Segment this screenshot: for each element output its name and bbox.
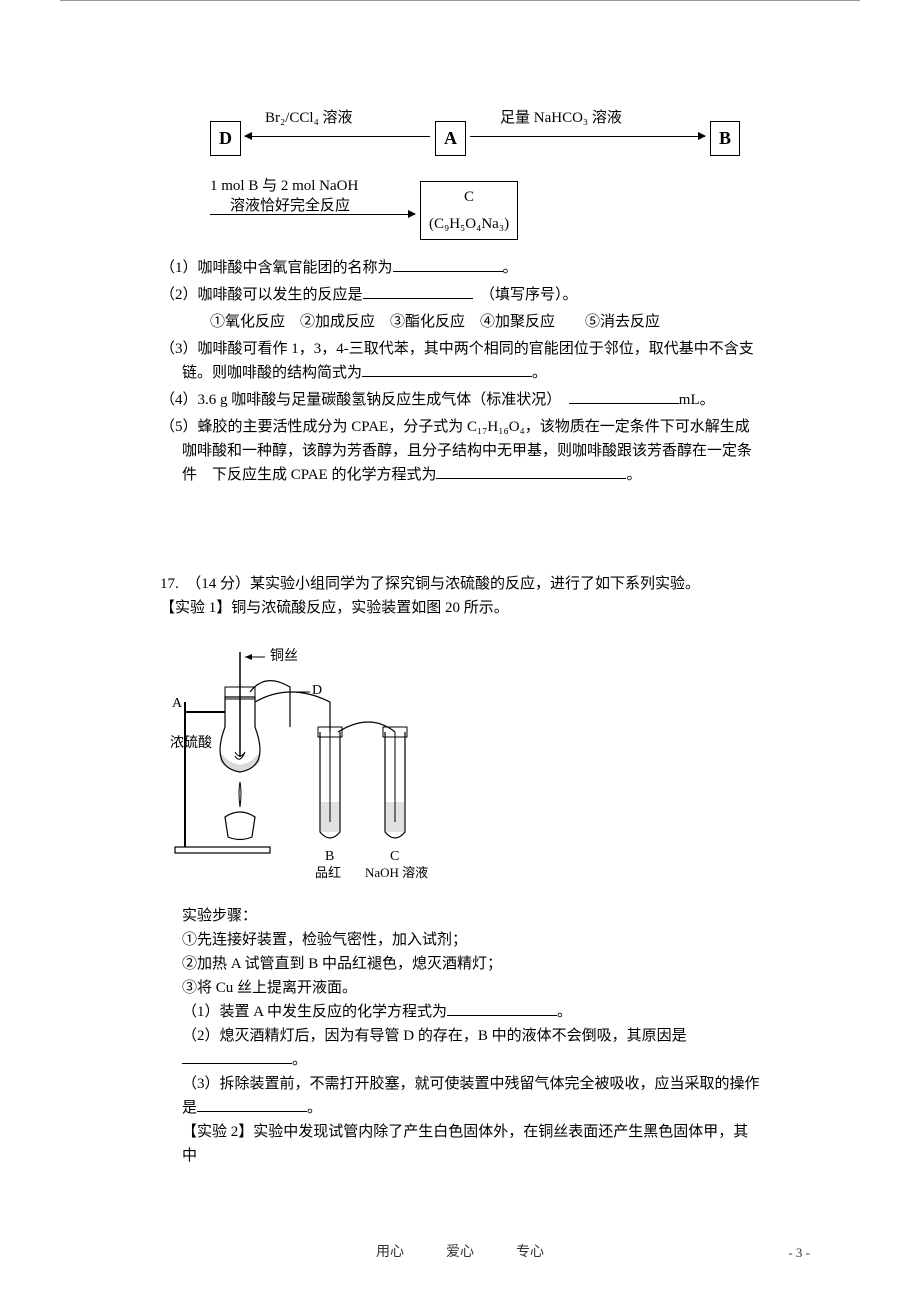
q16-2-options: ①氧化反应 ②加成反应 ③酯化反应 ④加聚反应 ⑤消去反应 <box>210 310 760 334</box>
box-c: C (C₉H₅O₄Na₃) <box>420 181 518 240</box>
end: 。 <box>292 1052 307 1068</box>
svg-text:B: B <box>325 849 334 864</box>
footer-text: 用心 爱心 专心 <box>376 1245 544 1260</box>
q17-exp1-title: 【实验 1】铜与浓硫酸反应，实验装置如图 20 所示。 <box>160 596 760 620</box>
blank <box>447 1001 557 1016</box>
q17-2-text: （2）熄灭酒精灯后，因为有导管 D 的存在，B 中的液体不会倒吸，其原因是 <box>182 1028 687 1044</box>
arrow-ab-label: 足量 NaHCO₃ 溶液 <box>500 106 622 130</box>
end: 。 <box>532 365 547 381</box>
steps-title: 实验步骤： <box>182 904 760 928</box>
end: 。 <box>307 1100 322 1116</box>
box-c-formula: (C₉H₅O₄Na₃) <box>421 209 517 239</box>
arrow-bc <box>210 214 415 215</box>
q16-1-text: （1）咖啡酸中含氧官能团的名称为 <box>160 260 393 276</box>
end: 。 <box>557 1004 572 1020</box>
hint: （填写序号）。 <box>488 287 578 303</box>
end: 。 <box>626 467 641 483</box>
blank <box>363 284 473 299</box>
q16-4-text: （4）3.6 g 咖啡酸与足量碳酸氢钠反应生成气体（标准状况） <box>160 392 554 408</box>
svg-text:NaOH 溶液: NaOH 溶液 <box>365 865 428 880</box>
svg-text:A: A <box>172 696 183 711</box>
q17-3a: （3）拆除装置前，不需打开胶塞，就可使装置中残留气体完全被吸收，应当采取的操作 <box>182 1072 760 1096</box>
page-content: D Br₂/CCl₄ 溶液 A 足量 NaHCO₃ 溶液 B 1 mol B 与… <box>60 0 860 1208</box>
reaction-diagram: D Br₂/CCl₄ 溶液 A 足量 NaHCO₃ 溶液 B 1 mol B 与… <box>210 86 760 246</box>
arrow-ab <box>470 136 705 137</box>
blank <box>197 1097 307 1112</box>
page-footer: 用心 爱心 专心 <box>0 1242 920 1264</box>
arrow-da-label: Br₂/CCl₄ 溶液 <box>265 106 353 130</box>
q17-exp2: 【实验 2】实验中发现试管内除了产生白色固体外，在铜丝表面还产生黑色固体甲，其中 <box>182 1120 760 1168</box>
q16-1: （1）咖啡酸中含氧官能团的名称为 。 <box>160 256 760 280</box>
q17-3b: 是。 <box>182 1096 760 1120</box>
q16-5: （5）蜂胶的主要活性成分为 CPAE，分子式为 C₁₇H₁₆O₄，该物质在一定条… <box>160 415 760 487</box>
q16-2-text: （2）咖啡酸可以发生的反应是 <box>160 287 363 303</box>
page-number: - 3 - <box>788 1243 810 1264</box>
q16-3: （3）咖啡酸可看作 1，3，4-三取代苯，其中两个相同的官能团位于邻位，取代基中… <box>160 337 760 385</box>
step-3: ③将 Cu 丝上提离开液面。 <box>182 976 760 1000</box>
unit: mL。 <box>679 392 715 408</box>
svg-text:D: D <box>312 683 322 698</box>
box-a: A <box>435 121 466 156</box>
label-cuwire-svg: 铜丝 <box>270 648 298 664</box>
q16-2: （2）咖啡酸可以发生的反应是 （填写序号）。 <box>160 283 760 307</box>
step-2: ②加热 A 试管直到 B 中品红褪色，熄灭酒精灯； <box>182 952 760 976</box>
q17-1: （1）装置 A 中发生反应的化学方程式为 。 <box>182 1000 760 1024</box>
apparatus-svg: 铜丝 A 浓硫酸 D B 品红 C NaOH 溶液 <box>170 632 460 892</box>
end: 。 <box>503 260 518 276</box>
blank <box>436 464 626 479</box>
box-b: B <box>710 121 740 156</box>
box-c-top: C <box>421 182 517 209</box>
q16-4: （4）3.6 g 咖啡酸与足量碳酸氢钠反应生成气体（标准状况） mL。 <box>160 388 760 412</box>
q17-3b-text: 是 <box>182 1100 197 1116</box>
blank <box>569 389 679 404</box>
svg-text:品红: 品红 <box>315 865 341 880</box>
q17-1-text: （1）装置 A 中发生反应的化学方程式为 <box>182 1004 447 1020</box>
q17-head: 17. （14 分）某实验小组同学为了探究铜与浓硫酸的反应，进行了如下系列实验。 <box>160 572 760 596</box>
apparatus-figure: 铜丝 A 浓硫酸 D B 品红 C NaOH 溶液 <box>170 632 460 892</box>
svg-text:浓硫酸: 浓硫酸 <box>170 735 212 751</box>
svg-text:C: C <box>390 849 399 864</box>
blank <box>182 1049 292 1064</box>
q17-2: （2）熄灭酒精灯后，因为有导管 D 的存在，B 中的液体不会倒吸，其原因是。 <box>182 1024 760 1072</box>
box-d: D <box>210 121 241 156</box>
q17-block: 17. （14 分）某实验小组同学为了探究铜与浓硫酸的反应，进行了如下系列实验。… <box>160 572 760 1168</box>
blank <box>393 257 503 272</box>
step-1: ①先连接好装置，检验气密性，加入试剂； <box>182 928 760 952</box>
arrow-da <box>245 136 430 137</box>
blank <box>362 362 532 377</box>
